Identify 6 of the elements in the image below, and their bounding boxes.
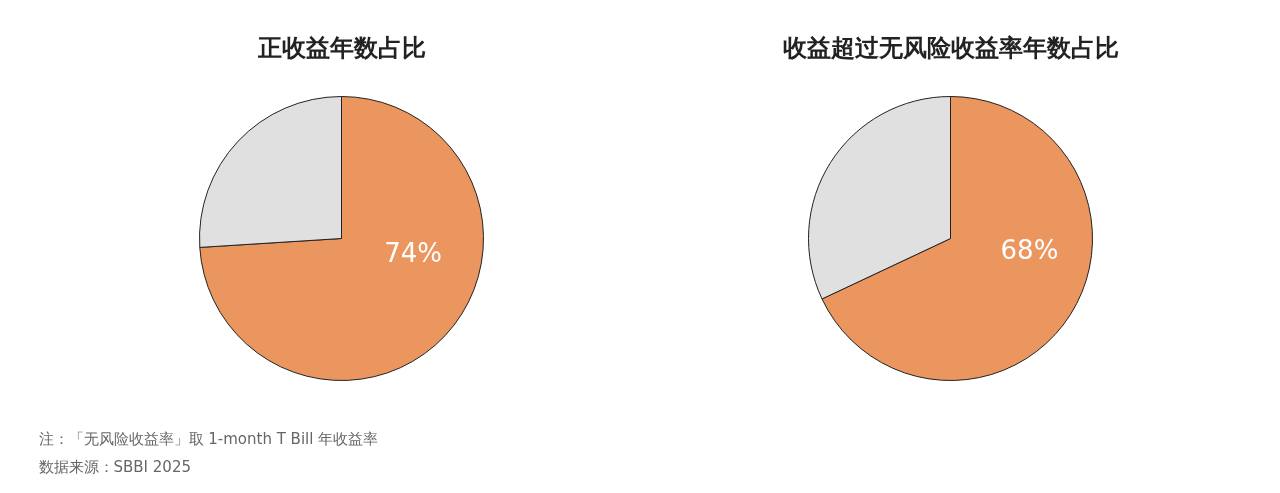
text: 注：「无风险收益率」取 1-month T Bill 年收益率 [38,429,379,448]
source-note: 数据来源：SBBI 2025 [38,457,191,476]
data-label: 74% [384,238,442,269]
data-label: 68% [1000,234,1059,265]
chart-title: 正收益年数占比 [256,33,426,62]
chart-title: 收益超过无风险收益率年数占比 [782,33,1119,62]
